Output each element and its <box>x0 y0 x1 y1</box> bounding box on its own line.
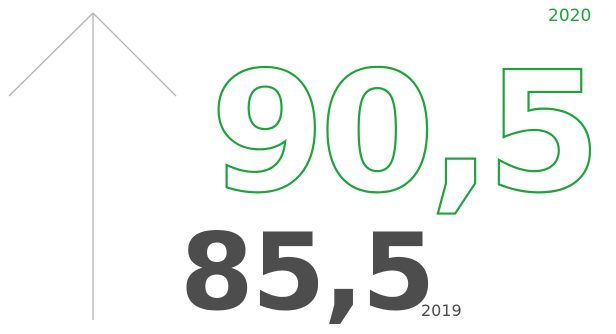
previous-year: 2019 <box>421 301 462 320</box>
current-year: 2020 <box>548 6 592 26</box>
previous-value: 85,5 <box>180 211 436 334</box>
current-value: 90,5 <box>210 37 596 230</box>
